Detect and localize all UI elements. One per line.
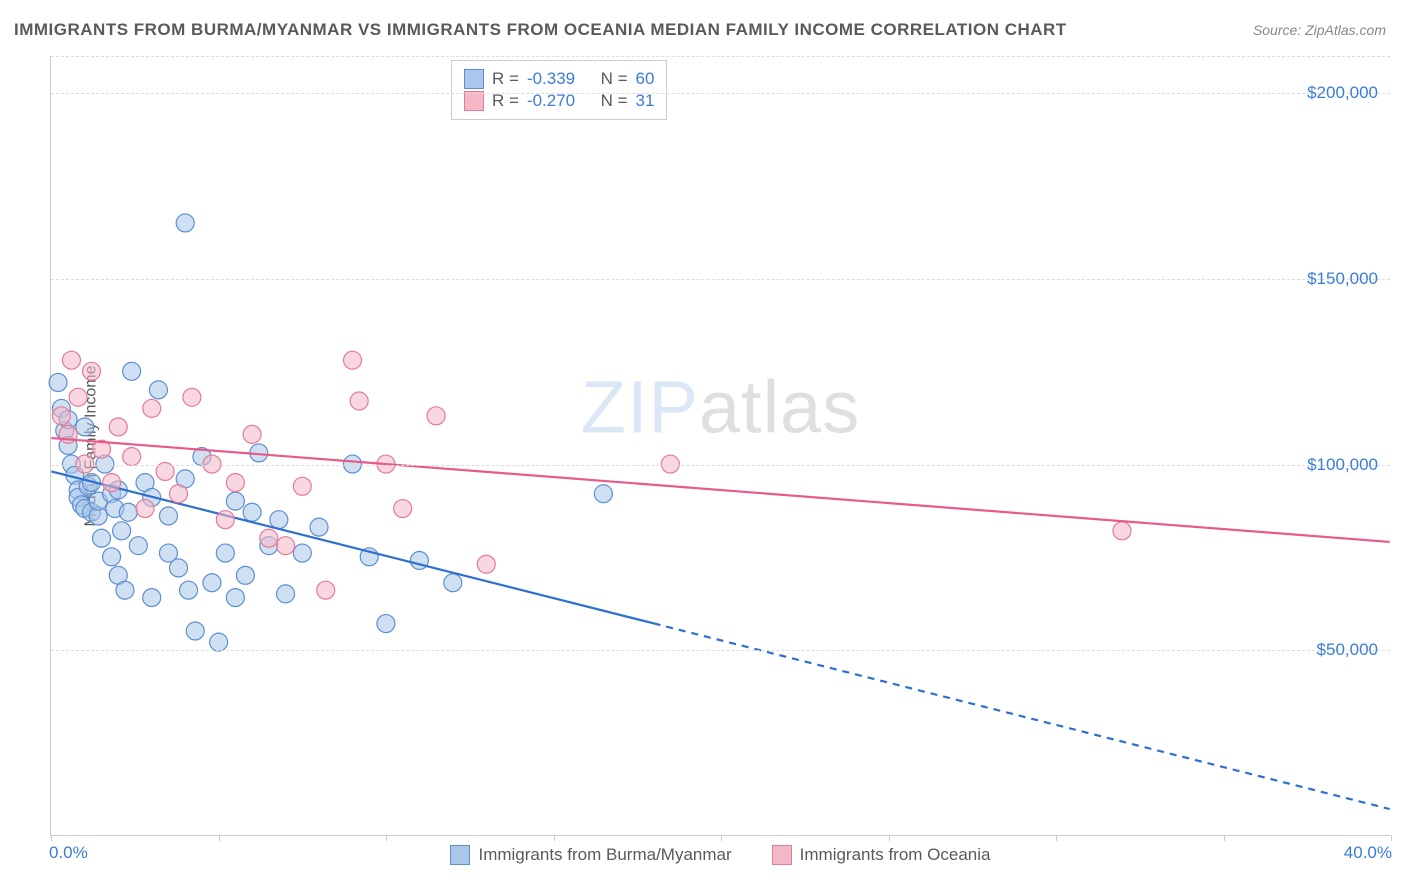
data-point-series-1 bbox=[109, 418, 127, 436]
data-point-series-1 bbox=[170, 485, 188, 503]
data-point-series-1 bbox=[183, 388, 201, 406]
data-point-series-0 bbox=[203, 574, 221, 592]
x-axis-max-label: 40.0% bbox=[1344, 843, 1392, 863]
data-point-series-1 bbox=[477, 555, 495, 573]
data-point-series-1 bbox=[52, 407, 70, 425]
data-point-series-0 bbox=[310, 518, 328, 536]
data-point-series-0 bbox=[176, 214, 194, 232]
x-tick bbox=[386, 835, 387, 841]
data-point-series-0 bbox=[444, 574, 462, 592]
legend-label-series-1: Immigrants from Oceania bbox=[800, 845, 991, 865]
data-point-series-1 bbox=[317, 581, 335, 599]
data-point-series-0 bbox=[293, 544, 311, 562]
legend-swatch-series-0-bottom bbox=[450, 845, 470, 865]
data-point-series-1 bbox=[343, 351, 361, 369]
data-point-series-0 bbox=[113, 522, 131, 540]
data-point-series-1 bbox=[143, 399, 161, 417]
x-tick bbox=[219, 835, 220, 841]
chart-svg bbox=[51, 56, 1390, 835]
legend-item-series-0: Immigrants from Burma/Myanmar bbox=[450, 845, 731, 865]
data-point-series-0 bbox=[226, 492, 244, 510]
data-point-series-1 bbox=[350, 392, 368, 410]
y-tick-label: $50,000 bbox=[1317, 640, 1378, 660]
data-point-series-1 bbox=[123, 448, 141, 466]
x-tick bbox=[1391, 835, 1392, 841]
data-point-series-0 bbox=[103, 548, 121, 566]
data-point-series-0 bbox=[243, 503, 261, 521]
data-point-series-1 bbox=[216, 511, 234, 529]
trend-line-series-1 bbox=[51, 438, 1389, 542]
y-tick-label: $100,000 bbox=[1307, 455, 1378, 475]
y-tick-label: $200,000 bbox=[1307, 83, 1378, 103]
data-point-series-0 bbox=[116, 581, 134, 599]
gridline bbox=[51, 93, 1390, 94]
data-point-series-0 bbox=[270, 511, 288, 529]
data-point-series-1 bbox=[394, 500, 412, 518]
data-point-series-0 bbox=[236, 566, 254, 584]
data-point-series-0 bbox=[277, 585, 295, 603]
gridline bbox=[51, 465, 1390, 466]
data-point-series-1 bbox=[69, 388, 87, 406]
data-point-series-0 bbox=[76, 418, 94, 436]
data-point-series-0 bbox=[186, 622, 204, 640]
data-point-series-0 bbox=[594, 485, 612, 503]
x-tick bbox=[889, 835, 890, 841]
data-point-series-1 bbox=[427, 407, 445, 425]
data-point-series-0 bbox=[377, 615, 395, 633]
data-point-series-0 bbox=[129, 537, 147, 555]
legend-label-series-0: Immigrants from Burma/Myanmar bbox=[478, 845, 731, 865]
data-point-series-0 bbox=[180, 581, 198, 599]
plot-area: Median Family Income ZIPatlas R = -0.339… bbox=[50, 56, 1390, 836]
data-point-series-0 bbox=[123, 362, 141, 380]
data-point-series-1 bbox=[136, 500, 154, 518]
data-point-series-1 bbox=[1113, 522, 1131, 540]
x-tick bbox=[1056, 835, 1057, 841]
data-point-series-0 bbox=[216, 544, 234, 562]
data-point-series-0 bbox=[119, 503, 137, 521]
chart-title: IMMIGRANTS FROM BURMA/MYANMAR VS IMMIGRA… bbox=[14, 20, 1067, 40]
data-point-series-1 bbox=[226, 474, 244, 492]
data-point-series-1 bbox=[293, 477, 311, 495]
legend-bottom: Immigrants from Burma/Myanmar Immigrants… bbox=[51, 845, 1390, 865]
data-point-series-1 bbox=[243, 425, 261, 443]
data-point-series-0 bbox=[226, 589, 244, 607]
data-point-series-0 bbox=[149, 381, 167, 399]
x-axis-min-label: 0.0% bbox=[49, 843, 88, 863]
data-point-series-0 bbox=[210, 633, 228, 651]
data-point-series-1 bbox=[62, 351, 80, 369]
data-point-series-1 bbox=[260, 529, 278, 547]
x-tick bbox=[721, 835, 722, 841]
data-point-series-1 bbox=[83, 362, 101, 380]
data-point-series-1 bbox=[103, 474, 121, 492]
data-point-series-1 bbox=[277, 537, 295, 555]
y-tick-label: $150,000 bbox=[1307, 269, 1378, 289]
source-attribution: Source: ZipAtlas.com bbox=[1253, 22, 1386, 38]
data-point-series-0 bbox=[93, 529, 111, 547]
legend-swatch-series-1-bottom bbox=[772, 845, 792, 865]
x-tick bbox=[51, 835, 52, 841]
legend-item-series-1: Immigrants from Oceania bbox=[772, 845, 991, 865]
data-point-series-0 bbox=[170, 559, 188, 577]
x-tick bbox=[1224, 835, 1225, 841]
gridline bbox=[51, 279, 1390, 280]
data-point-series-0 bbox=[159, 507, 177, 525]
gridline bbox=[51, 650, 1390, 651]
data-point-series-0 bbox=[143, 589, 161, 607]
x-tick bbox=[554, 835, 555, 841]
data-point-series-0 bbox=[49, 373, 67, 391]
